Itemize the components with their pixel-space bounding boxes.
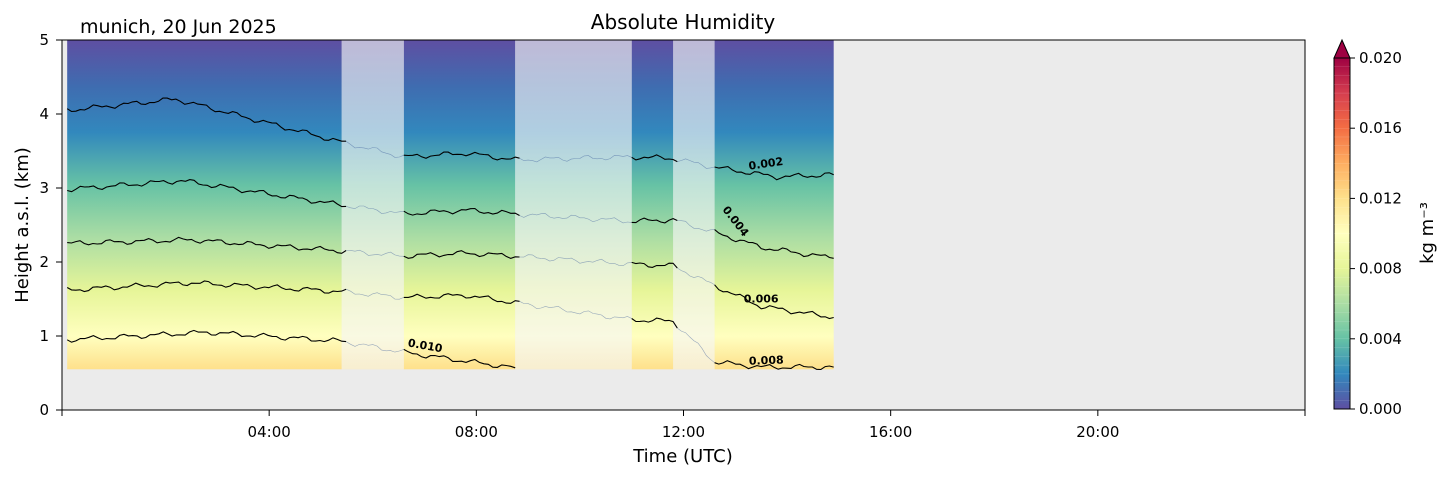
contour-line bbox=[66, 97, 347, 142]
x-axis-label: Time (UTC) bbox=[632, 446, 733, 467]
contour-line-faint bbox=[346, 205, 404, 214]
y-tick-label: 3 bbox=[39, 179, 49, 197]
contour-line bbox=[631, 154, 678, 163]
contour-line-faint bbox=[677, 267, 715, 286]
colorbar: 0.000 0.004 0.008 0.012 0.016 0.020 kg m⁻³ bbox=[1333, 38, 1438, 418]
field-segment bbox=[714, 40, 834, 370]
x-tick-label: 08:00 bbox=[455, 423, 498, 441]
y-tick-label: 5 bbox=[39, 31, 49, 49]
x-tick-label: 04:00 bbox=[248, 423, 291, 441]
contour-line bbox=[631, 261, 678, 269]
contour-line-faint bbox=[519, 213, 632, 224]
colorbar-ticks: 0.000 0.004 0.008 0.012 0.016 0.020 bbox=[1334, 49, 1402, 418]
contour-line bbox=[714, 166, 834, 181]
contour-line-faint bbox=[519, 254, 632, 267]
contour-line bbox=[631, 217, 678, 224]
flagged-overlay bbox=[515, 40, 632, 370]
contour-line bbox=[403, 207, 520, 216]
contour-line bbox=[403, 151, 520, 161]
contour-line bbox=[67, 179, 347, 208]
field-segment bbox=[403, 40, 516, 370]
x-axis: 04:00 08:00 12:00 16:00 20:00 bbox=[61, 410, 1306, 441]
flagged-overlay bbox=[341, 40, 404, 370]
contour-line bbox=[714, 229, 834, 259]
contour-line-faint bbox=[345, 140, 404, 158]
contour-line bbox=[403, 250, 520, 259]
y-tick-label: 4 bbox=[39, 105, 49, 123]
field-segment bbox=[631, 40, 674, 370]
contour-line bbox=[66, 280, 347, 294]
flagged-segment bbox=[341, 40, 404, 370]
y-tick-label: 1 bbox=[39, 327, 49, 345]
contour-line bbox=[631, 317, 678, 329]
y-axis-label: Height a.s.l. (km) bbox=[12, 147, 33, 303]
contour-label: 0.002 bbox=[748, 155, 784, 173]
colorbar-label: kg m⁻³ bbox=[1417, 202, 1438, 264]
contour-line bbox=[403, 293, 520, 304]
y-tick-label: 0 bbox=[39, 401, 49, 419]
contour-line-faint bbox=[346, 249, 404, 257]
contour-line bbox=[714, 284, 834, 320]
x-tick-label: 16:00 bbox=[869, 423, 912, 441]
contour-line-faint bbox=[677, 158, 715, 169]
contour-line-faint bbox=[677, 327, 715, 363]
colorbar-tick-label: 0.008 bbox=[1359, 260, 1402, 278]
contour-label: 0.006 bbox=[744, 293, 779, 306]
colorbar-tick-label: 0.004 bbox=[1359, 330, 1402, 348]
x-tick-label: 12:00 bbox=[662, 423, 705, 441]
contour-line bbox=[403, 348, 516, 369]
colorbar-tick-label: 0.020 bbox=[1359, 49, 1402, 67]
contour-line bbox=[67, 236, 347, 254]
contour-line-faint bbox=[677, 220, 715, 232]
contour-line bbox=[66, 329, 347, 343]
field-segment bbox=[67, 40, 342, 370]
contour-line-faint bbox=[345, 341, 404, 353]
contour-line-faint bbox=[519, 301, 632, 320]
chart-title: Absolute Humidity bbox=[591, 10, 776, 34]
flagged-overlay bbox=[673, 40, 715, 370]
flagged-segment bbox=[515, 40, 632, 370]
x-tick-label: 20:00 bbox=[1076, 423, 1119, 441]
colorbar-tick-label: 0.000 bbox=[1359, 400, 1402, 418]
site-date-label: munich, 20 Jun 2025 bbox=[80, 16, 277, 38]
contour-line-faint bbox=[519, 155, 632, 163]
colorbar-tick-label: 0.012 bbox=[1359, 189, 1402, 207]
colorbar-gradient bbox=[1333, 57, 1351, 410]
humidity-field bbox=[67, 40, 834, 370]
colorbar-tick-label: 0.016 bbox=[1359, 119, 1402, 137]
contour-label: 0.010 bbox=[407, 336, 444, 355]
y-axis: 0 1 2 3 4 5 bbox=[39, 31, 62, 419]
y-tick-label: 2 bbox=[39, 253, 49, 271]
contour-label: 0.008 bbox=[749, 354, 784, 368]
colorbar-extend-arrow bbox=[1333, 38, 1351, 59]
contour-line bbox=[714, 360, 834, 371]
contour-line-faint bbox=[345, 288, 404, 300]
flagged-segment bbox=[673, 40, 715, 370]
